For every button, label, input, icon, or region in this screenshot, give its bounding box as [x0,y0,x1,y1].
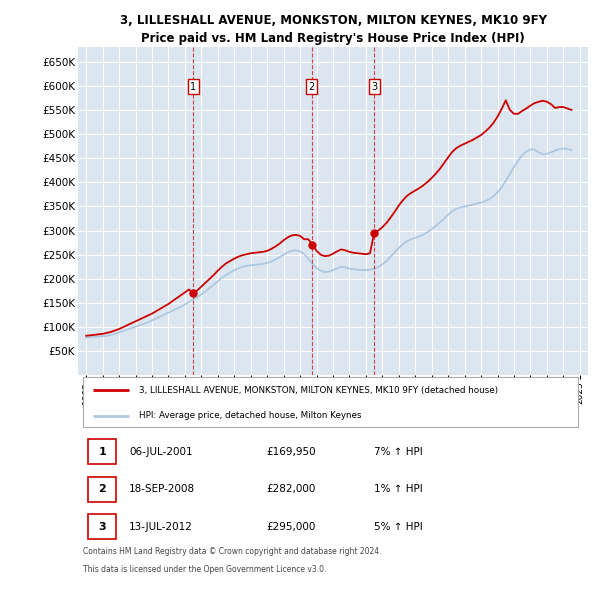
Text: 1: 1 [190,81,196,91]
FancyBboxPatch shape [83,378,578,427]
Text: £295,000: £295,000 [266,522,316,532]
Text: 3: 3 [371,81,377,91]
Title: 3, LILLESHALL AVENUE, MONKSTON, MILTON KEYNES, MK10 9FY
Price paid vs. HM Land R: 3, LILLESHALL AVENUE, MONKSTON, MILTON K… [119,14,547,45]
Text: This data is licensed under the Open Government Licence v3.0.: This data is licensed under the Open Gov… [83,565,326,573]
Text: 5% ↑ HPI: 5% ↑ HPI [374,522,422,532]
Text: 06-JUL-2001: 06-JUL-2001 [129,447,193,457]
Text: 13-JUL-2012: 13-JUL-2012 [129,522,193,532]
Text: 18-SEP-2008: 18-SEP-2008 [129,484,195,494]
Text: HPI: Average price, detached house, Milton Keynes: HPI: Average price, detached house, Milt… [139,411,362,420]
Text: 2: 2 [308,81,315,91]
Text: 3: 3 [98,522,106,532]
Text: 7% ↑ HPI: 7% ↑ HPI [374,447,422,457]
Text: £169,950: £169,950 [266,447,316,457]
FancyBboxPatch shape [88,477,116,502]
Text: 1% ↑ HPI: 1% ↑ HPI [374,484,422,494]
FancyBboxPatch shape [88,439,116,464]
Text: 2: 2 [98,484,106,494]
Text: 1: 1 [98,447,106,457]
Text: 3, LILLESHALL AVENUE, MONKSTON, MILTON KEYNES, MK10 9FY (detached house): 3, LILLESHALL AVENUE, MONKSTON, MILTON K… [139,386,499,395]
Text: £282,000: £282,000 [266,484,316,494]
FancyBboxPatch shape [88,514,116,539]
Text: Contains HM Land Registry data © Crown copyright and database right 2024.: Contains HM Land Registry data © Crown c… [83,547,382,556]
